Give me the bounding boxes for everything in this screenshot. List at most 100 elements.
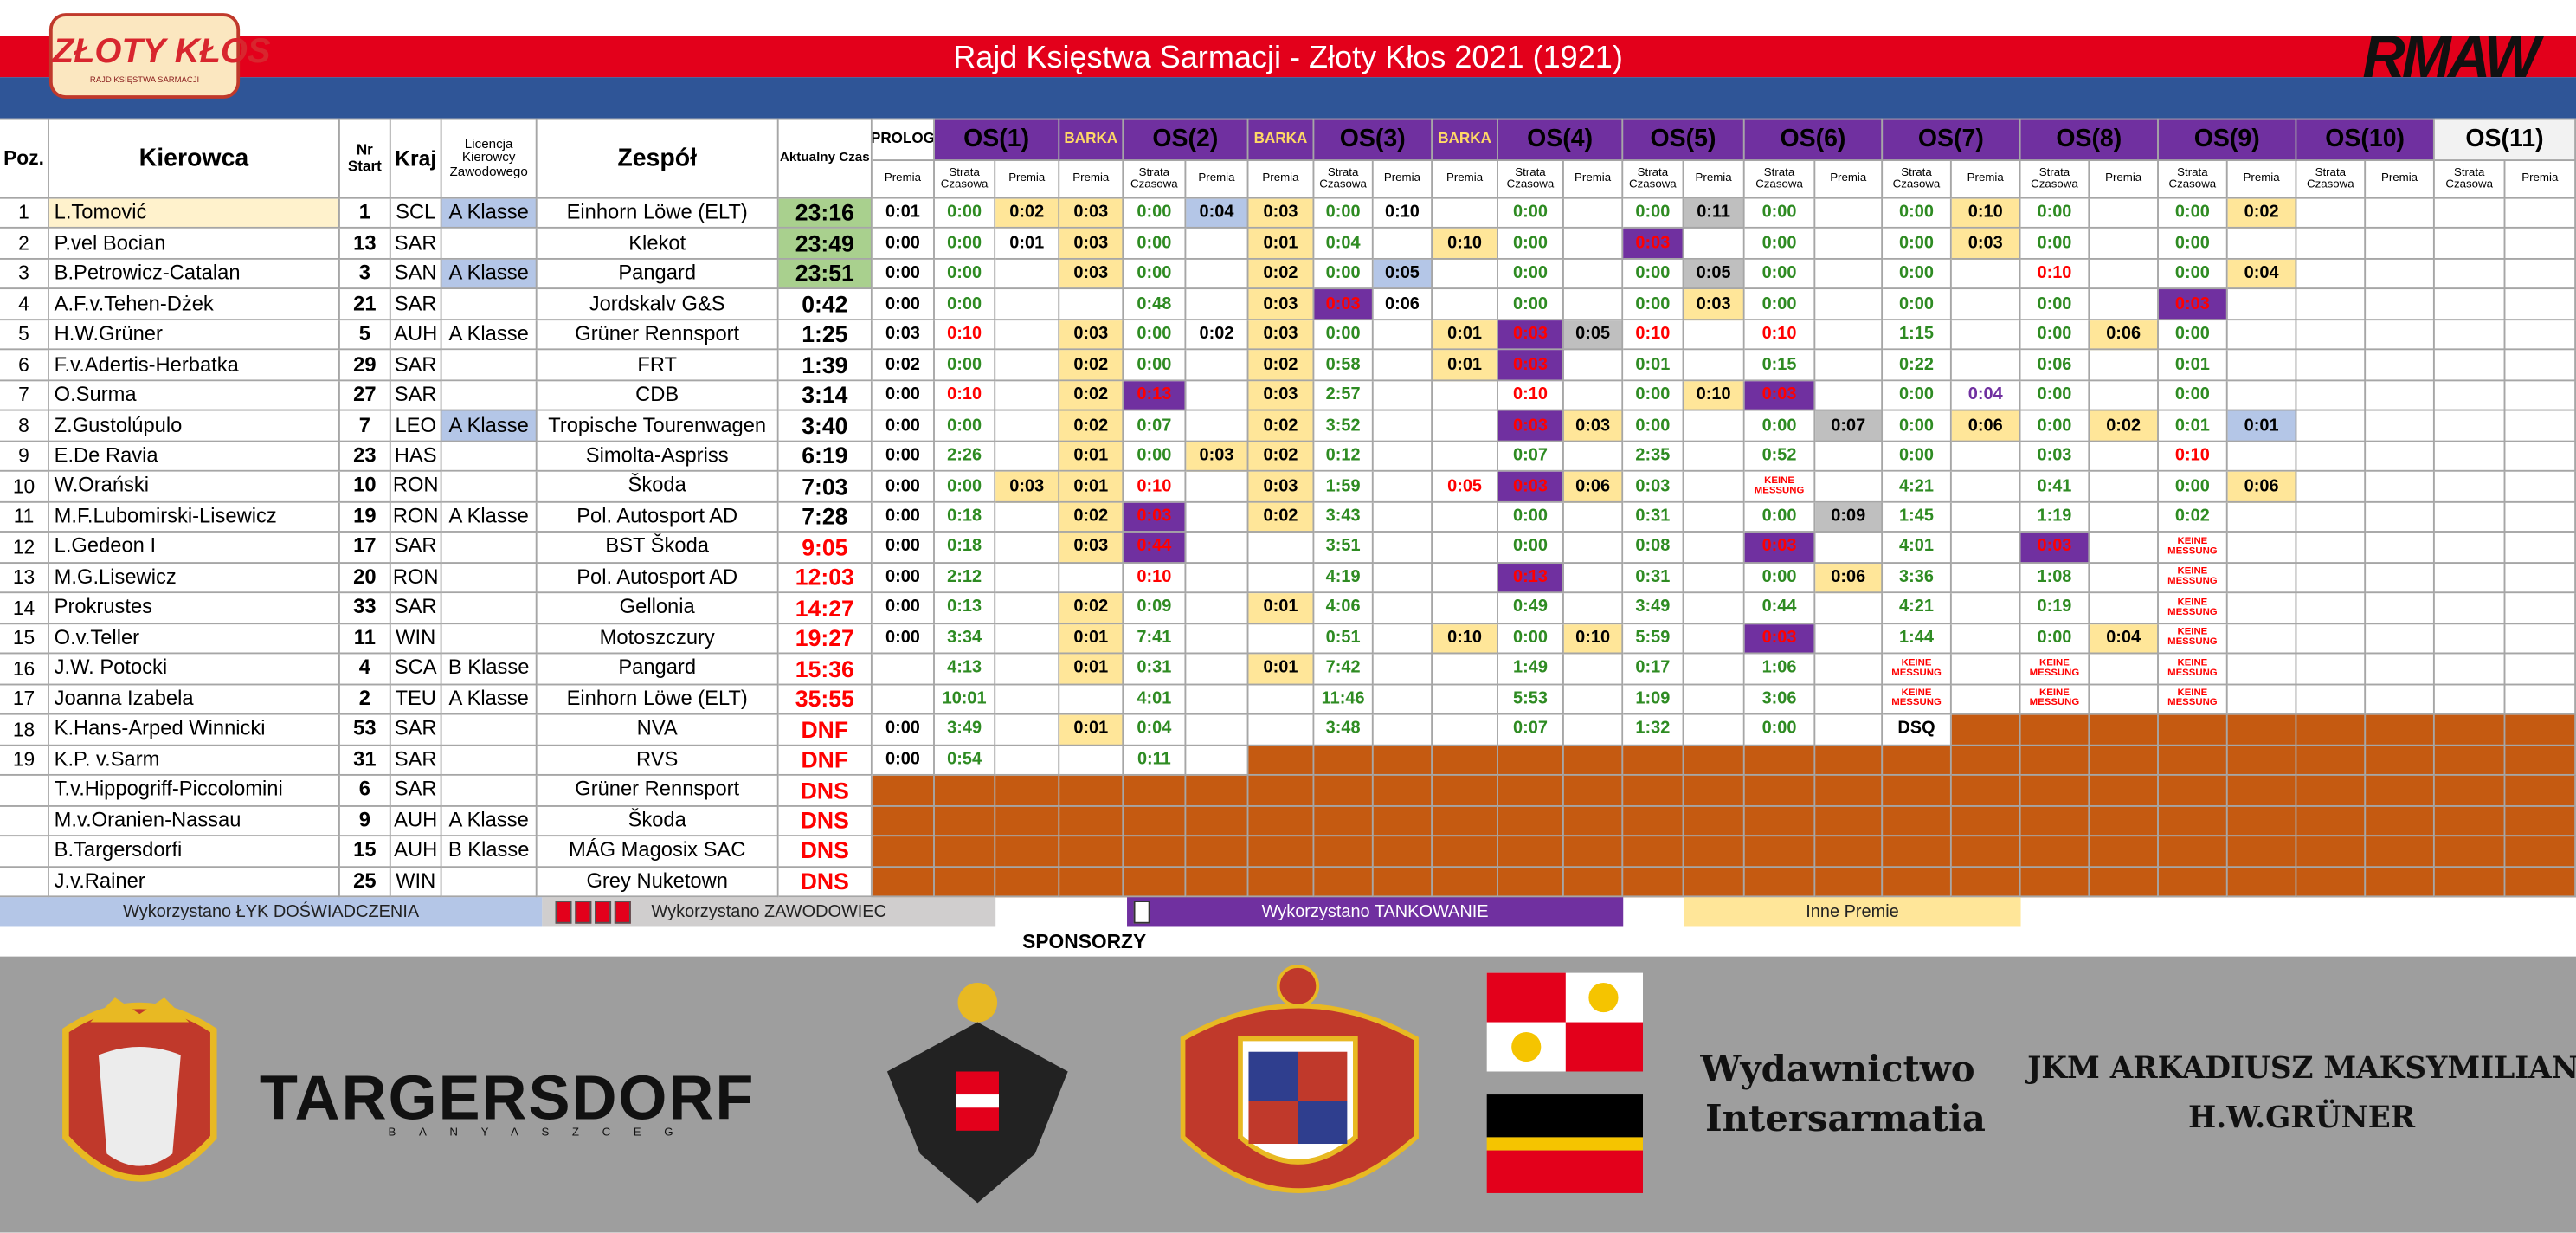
empty-cell [1248,684,1315,715]
empty-cell [2090,502,2159,533]
stage-cell: 0:15 [1744,351,1816,382]
stage-cell: 5:53 [1497,684,1564,715]
position: 16 [0,654,49,685]
stage-header: PROLOG [872,118,935,162]
retired-cell [2505,776,2576,807]
retired-cell [1623,867,1684,898]
stage-cell: 0:44 [1744,593,1816,624]
stage-cell: 0:02 [1248,411,1315,442]
empty-cell [2434,563,2506,594]
retired-cell [2090,836,2159,868]
empty-cell [1563,259,1624,290]
stage-cell: 0:10 [1433,229,1498,260]
stage-cell: 0:02 [1059,502,1124,533]
retired-cell [2227,745,2297,777]
empty-cell [1563,351,1624,382]
retired-cell [934,776,996,807]
license: A Klasse [441,320,538,351]
stage-cell: 0:00 [1497,259,1564,290]
current-time: 0:42 [778,289,873,320]
stage-cell: 0:03 [1186,442,1249,473]
retired-cell [2296,806,2367,837]
empty-cell [1373,351,1433,382]
stage-cell: 0:03 [1623,229,1684,260]
empty-cell [1815,381,1884,412]
empty-cell [2366,563,2435,594]
empty-cell [1815,229,1884,260]
empty-cell [1186,472,1249,503]
stage-cell: 3:51 [1314,533,1374,564]
empty-cell [2296,411,2367,442]
empty-cell [2227,442,2297,473]
stage-cell: 0:03 [1951,229,2021,260]
team: Pangard [537,654,779,685]
stage-cell: 0:00 [1744,289,1816,320]
retired-cell [1744,745,1816,777]
stage-cell: 0:00 [1883,259,1952,290]
empty-cell [2366,381,2435,412]
stage-cell: 0:00 [1124,259,1187,290]
retired-cell [2296,836,2367,868]
driver: H.W.Grüner [48,320,340,351]
stage-cell: 0:00 [2158,381,2228,412]
retired-cell [2020,867,2090,898]
stage-cell: 0:10 [1433,623,1498,655]
sponsor-name: Wydawnictwo [1700,1048,1975,1092]
empty-cell [2366,229,2435,260]
legend-item: Inne Premie [1684,897,2021,927]
empty-cell [1684,229,1745,260]
stage-cell: 0:03 [1059,229,1124,260]
stage-cell: 7:41 [1124,623,1187,655]
license [441,745,538,777]
team: Klekot [537,229,779,260]
retired-cell [1563,867,1624,898]
empty-cell [995,623,1060,655]
subcolumn-header: Strata Czasowa [1623,161,1684,199]
crest-eagle [886,983,1068,1204]
stage-cell: 0:00 [872,593,935,624]
empty-cell [1059,684,1124,715]
empty-cell [1951,563,2021,594]
current-time: DNS [778,836,873,868]
logo: ZŁOTY KŁOS RAJD KSIĘSTWA SARMACJI [48,13,270,99]
current-time: 3:14 [778,381,873,412]
empty-cell [1186,563,1249,594]
stage-cell: 0:00 [1497,289,1564,320]
empty-cell [1248,563,1315,594]
empty-cell [1186,381,1249,412]
retired-cell [1815,776,1884,807]
stage-cell: 1:15 [1883,320,1952,351]
retired-cell [1059,867,1124,898]
empty-cell [2505,259,2576,290]
empty-cell [1951,320,2021,351]
stage-cell: 0:17 [1623,654,1684,685]
empty-cell [2090,259,2159,290]
current-time: 23:16 [778,198,873,229]
retired-cell [1815,806,1884,837]
stage-cell: 0:18 [934,533,996,564]
empty-cell [1373,502,1433,533]
empty-cell [2090,229,2159,260]
driver: K.Hans-Arped Winnicki [48,714,340,746]
column-header: Zespół [537,118,779,199]
empty-cell [1373,684,1433,715]
empty-cell [1186,593,1249,624]
stage-cell: 0:00 [1744,502,1816,533]
stage-cell: KEINE MESSUNG [2158,593,2228,624]
stage-cell: 0:12 [1314,442,1374,473]
start-number: 25 [339,867,391,898]
empty-cell [1951,289,2021,320]
country: SAN [390,259,442,290]
empty-cell [1373,563,1433,594]
driver: O.Surma [48,381,340,412]
retired-cell [1248,776,1315,807]
stage-cell: 0:06 [1951,411,2021,442]
retired-cell [1883,836,1952,868]
retired-cell [1815,836,1884,868]
empty-cell [1684,714,1745,746]
stage-cell: 0:00 [2020,229,2090,260]
stage-cell: 0:00 [1497,229,1564,260]
start-number: 19 [339,502,391,533]
stage-cell: 0:51 [1314,623,1374,655]
empty-cell [2227,320,2297,351]
